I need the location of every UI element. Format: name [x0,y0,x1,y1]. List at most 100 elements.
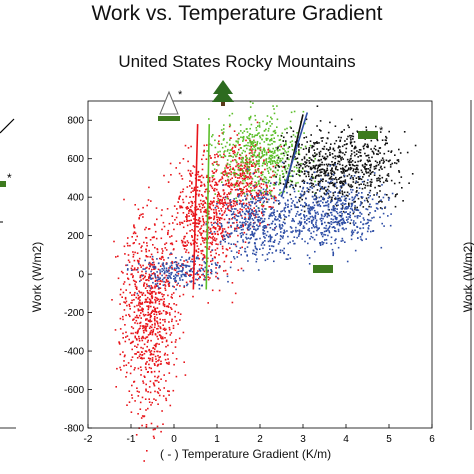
data-point [349,211,351,214]
data-point [379,131,382,133]
data-point [165,313,167,315]
data-point [255,144,257,146]
data-point [269,139,272,141]
data-point [349,214,352,217]
data-point [208,232,211,234]
data-point [210,221,213,224]
data-point [148,275,151,277]
data-point [216,272,219,275]
data-point [238,148,240,151]
data-point [217,142,219,145]
data-point [373,165,376,168]
data-point [189,208,191,211]
data-point [156,271,158,273]
data-point [235,245,238,248]
data-point [218,180,220,183]
data-point [402,200,404,202]
data-point [199,175,202,178]
data-point [379,152,381,154]
data-point [284,210,286,213]
data-point [311,184,313,187]
data-point [118,341,120,343]
data-point [221,224,223,227]
data-point [172,352,174,354]
data-point [175,167,177,169]
data-point [249,127,251,130]
data-point [127,254,130,256]
data-point [364,165,366,168]
data-point [143,352,146,355]
data-point [145,250,148,253]
data-point [236,219,238,221]
data-point [260,194,263,196]
data-point [289,120,292,123]
data-point [246,246,249,248]
data-point [148,279,150,282]
data-point [328,226,331,229]
data-point [199,276,201,279]
data-point [351,208,353,211]
scatter-points [111,100,417,462]
data-point [145,426,148,428]
data-point [305,203,307,205]
data-point [274,131,277,134]
data-point [312,176,314,179]
data-point [251,141,253,143]
data-point [144,325,147,327]
fit-line-blue [280,112,309,198]
data-point [397,160,400,163]
data-point [225,254,228,257]
data-point [163,259,165,261]
data-point [136,268,139,271]
data-point [202,254,205,256]
data-point [332,148,335,151]
data-point [277,162,280,164]
data-point [299,213,302,215]
data-point [322,137,324,139]
data-point [246,167,249,169]
data-point [281,227,283,229]
data-point [255,191,258,194]
data-point [367,179,369,181]
data-point [255,156,257,159]
data-point [167,358,169,360]
data-point [395,194,397,196]
data-point [335,176,337,179]
data-point [179,319,181,321]
data-point [273,184,276,186]
data-point [320,174,322,177]
data-point [153,308,156,310]
data-point [304,161,306,163]
data-point [259,135,261,137]
data-point [332,209,335,212]
data-point [285,140,287,142]
data-point [272,170,275,172]
data-point [240,194,243,197]
data-point [372,230,374,232]
data-point [309,157,311,159]
data-point [222,203,224,206]
data-point [228,192,230,194]
data-point [237,163,240,165]
data-point [265,181,267,184]
data-point [194,260,196,263]
data-point [164,352,166,355]
data-point [160,378,162,380]
data-point [256,224,258,226]
data-point [271,143,273,145]
data-point [141,301,144,304]
data-point [331,179,334,181]
data-point [282,176,284,178]
data-point [343,199,346,201]
data-point [333,185,336,188]
data-point [271,155,273,157]
data-point [302,194,304,197]
data-point [249,141,251,144]
data-point [242,203,244,205]
data-point [372,171,374,173]
data-point [279,160,281,162]
data-point [134,232,137,235]
data-point [169,314,171,316]
data-point [207,278,210,281]
data-point [252,219,255,221]
